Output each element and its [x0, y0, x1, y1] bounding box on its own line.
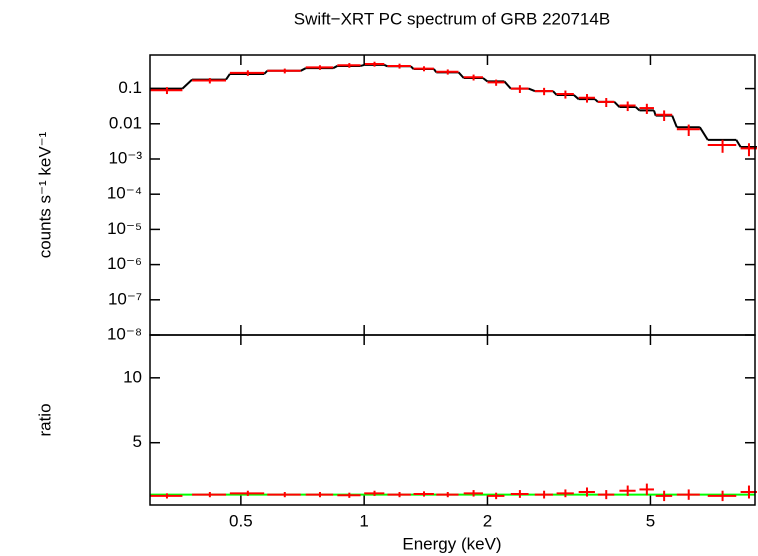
y-axis-label: ratio [35, 403, 54, 436]
model-riser [613, 101, 621, 108]
x-tick-label: 2 [483, 511, 492, 530]
model-riser [300, 67, 307, 72]
model-riser [698, 126, 709, 141]
x-tick-label: 5 [646, 511, 655, 530]
y-tick-label: 0.01 [109, 113, 142, 132]
y-tick-label: 5 [133, 432, 142, 451]
model-riser [482, 77, 489, 83]
y-axis-label: counts s⁻¹ keV⁻¹ [35, 131, 54, 258]
chart-title: Swift−XRT PC spectrum of GRB 220714B [294, 9, 610, 28]
y-tick-label: 10⁻⁸ [107, 324, 142, 343]
model-riser [457, 71, 465, 79]
x-tick-label: 0.5 [229, 511, 253, 530]
model-riser [735, 139, 742, 148]
plot-frame [149, 334, 756, 506]
model-riser [332, 65, 338, 70]
model-riser [653, 110, 657, 116]
x-tick-label: 1 [359, 511, 368, 530]
model-riser [671, 115, 678, 128]
y-tick-label: 10⁻⁴ [107, 184, 142, 203]
y-tick-label: 0.1 [118, 78, 142, 97]
model-riser [503, 80, 512, 90]
y-tick-label: 10⁻⁶ [107, 254, 142, 273]
plot-frame [149, 54, 756, 336]
y-tick-label: 10 [123, 367, 142, 386]
y-tick-label: 10⁻³ [108, 148, 142, 167]
model-riser [594, 98, 599, 103]
y-tick-label: 10⁻⁵ [107, 219, 142, 238]
model-riser [573, 94, 580, 100]
model-riser [410, 65, 415, 70]
model-riser [433, 68, 438, 73]
model-riser [263, 70, 268, 75]
model-riser [225, 73, 231, 81]
model-riser [360, 63, 365, 67]
model-riser [383, 64, 388, 68]
model-riser [528, 87, 536, 93]
x-axis-label: Energy (keV) [402, 534, 501, 553]
model-riser [634, 106, 641, 112]
model-riser [181, 78, 193, 90]
model-riser [552, 90, 558, 96]
y-tick-label: 10⁻⁷ [108, 289, 142, 308]
